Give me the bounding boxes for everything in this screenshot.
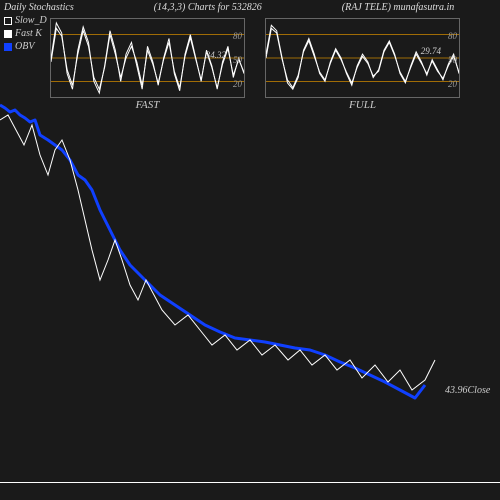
legend-fast-k-label: Fast K <box>15 27 42 40</box>
legend-slow-d: Slow_D <box>4 14 47 27</box>
legend-obv-label: OBV <box>15 40 34 53</box>
tick-20: 20 <box>448 79 457 89</box>
full-value-label: 29.74 <box>421 46 441 56</box>
fast-value-label: 34.32 <box>206 50 226 60</box>
legend-obv: OBV <box>4 40 47 53</box>
mini-chart-fast: 80 50 20 34.32 FAST <box>50 18 245 98</box>
main-chart: 43.96Close <box>0 100 500 480</box>
close-label: 43.96Close <box>445 385 490 396</box>
swatch-obv <box>4 43 12 51</box>
tick-80: 80 <box>448 31 457 41</box>
bottom-divider <box>0 482 500 483</box>
mini-chart-full: 80 50 20 29.74 FULL <box>265 18 460 98</box>
tick-50: 50 <box>233 55 242 65</box>
chart-title: Daily Stochastics <box>4 2 74 13</box>
legend-slow-d-label: Slow_D <box>15 14 47 27</box>
swatch-slow-d <box>4 17 12 25</box>
legend-fast-k: Fast K <box>4 27 47 40</box>
tick-50: 50 <box>448 55 457 65</box>
legend: Slow_D Fast K OBV <box>4 14 47 53</box>
chart-subtitle: (14,3,3) Charts for 532826 <box>154 2 262 13</box>
chart-ticker: (RAJ TELE) munafasutra.in <box>342 2 455 13</box>
tick-80: 80 <box>233 31 242 41</box>
swatch-fast-k <box>4 30 12 38</box>
tick-20: 20 <box>233 79 242 89</box>
